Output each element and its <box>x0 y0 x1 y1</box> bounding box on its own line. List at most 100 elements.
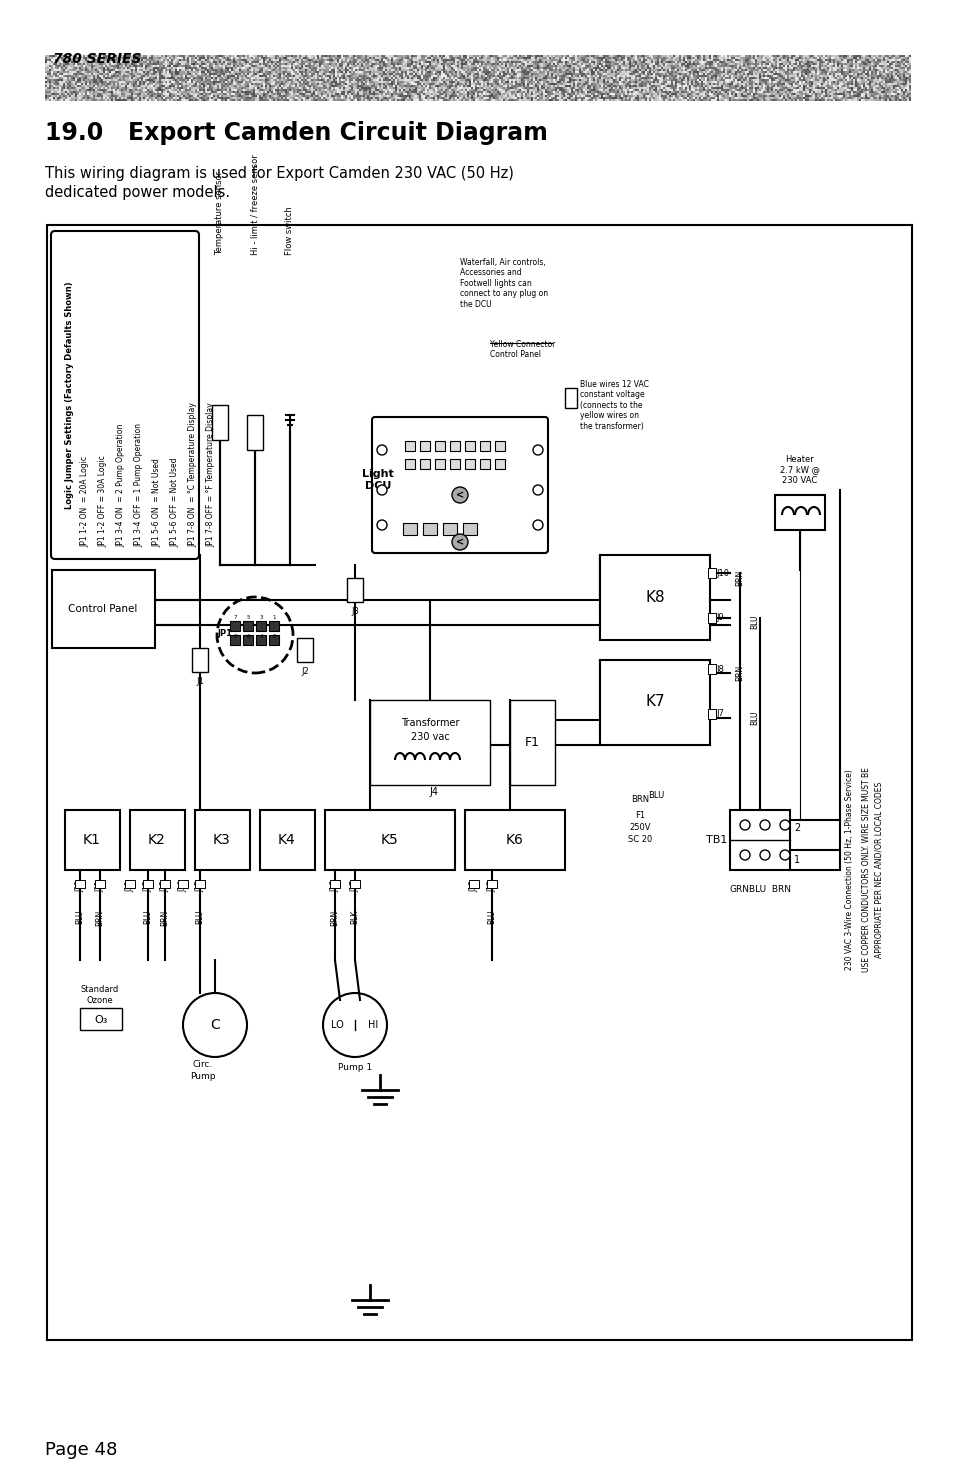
Bar <box>73 81 75 83</box>
Bar <box>261 88 263 91</box>
Bar <box>880 81 882 83</box>
Bar <box>131 71 132 72</box>
Bar <box>655 87 657 88</box>
Bar <box>586 94 588 97</box>
Bar <box>830 72 832 75</box>
Bar <box>639 69 640 71</box>
Bar <box>343 66 345 69</box>
Bar <box>400 99 402 100</box>
Bar <box>852 91 854 93</box>
Bar <box>285 93 287 94</box>
Bar <box>564 59 566 60</box>
Bar <box>637 58 639 59</box>
Bar <box>844 65 846 66</box>
Bar <box>848 60 850 63</box>
Bar <box>369 83 371 86</box>
Bar <box>460 93 462 94</box>
Bar <box>699 58 700 59</box>
Bar <box>157 59 159 60</box>
Bar <box>163 59 165 60</box>
Bar <box>194 65 196 66</box>
Bar <box>256 87 258 88</box>
Bar <box>768 94 770 97</box>
Bar <box>868 83 870 86</box>
Bar <box>464 97 467 99</box>
Bar <box>478 60 480 63</box>
Bar <box>491 63 493 65</box>
Bar <box>191 72 193 75</box>
Bar <box>861 69 862 71</box>
Bar <box>861 88 862 91</box>
Bar <box>635 66 637 69</box>
Bar <box>531 91 533 93</box>
Bar <box>864 66 866 69</box>
Bar <box>323 65 325 66</box>
Bar <box>742 86 744 87</box>
Bar <box>331 69 333 71</box>
Bar <box>121 87 123 88</box>
Bar <box>353 65 355 66</box>
Bar <box>183 60 185 63</box>
Bar <box>329 88 331 91</box>
Bar <box>373 97 375 99</box>
Bar <box>582 72 584 75</box>
Bar <box>498 55 500 58</box>
Bar <box>149 58 151 59</box>
Bar <box>409 72 411 75</box>
Bar <box>670 80 672 81</box>
Bar <box>652 55 655 58</box>
Bar <box>824 86 826 87</box>
Bar <box>610 86 613 87</box>
Bar <box>263 93 265 94</box>
Bar <box>151 94 152 97</box>
Bar <box>253 71 254 72</box>
Bar <box>152 65 154 66</box>
Bar <box>624 55 626 58</box>
Bar <box>796 71 799 72</box>
Bar <box>702 58 704 59</box>
Bar <box>402 58 405 59</box>
Bar <box>335 58 336 59</box>
Bar <box>111 91 112 93</box>
Bar <box>700 86 702 87</box>
Bar <box>47 83 49 86</box>
Bar <box>305 69 307 71</box>
Bar <box>679 93 680 94</box>
Bar <box>89 93 91 94</box>
Bar <box>347 87 349 88</box>
Bar <box>325 77 327 80</box>
Bar <box>455 86 456 87</box>
Bar <box>598 60 600 63</box>
Bar <box>327 99 329 100</box>
Bar <box>814 87 816 88</box>
Bar <box>349 80 351 81</box>
Bar <box>564 99 566 100</box>
Bar <box>844 59 846 60</box>
Bar <box>824 72 826 75</box>
Bar <box>650 58 652 59</box>
Bar <box>517 83 518 86</box>
Bar <box>132 83 135 86</box>
Bar <box>353 97 355 99</box>
Bar <box>695 75 697 77</box>
Bar <box>620 63 622 65</box>
Bar <box>652 58 655 59</box>
Bar <box>537 93 538 94</box>
Bar <box>892 97 894 99</box>
Text: BRN: BRN <box>330 910 339 926</box>
Bar <box>544 55 546 58</box>
Bar <box>531 93 533 94</box>
Bar <box>588 88 590 91</box>
Bar <box>506 81 509 83</box>
Bar <box>836 94 838 97</box>
Bar <box>588 86 590 87</box>
Bar <box>464 77 467 80</box>
Bar <box>870 80 872 81</box>
Bar <box>770 69 772 71</box>
Bar <box>830 93 832 94</box>
Bar <box>75 63 77 65</box>
Bar <box>107 94 109 97</box>
Bar <box>418 80 420 81</box>
Bar <box>369 87 371 88</box>
Bar <box>548 66 551 69</box>
